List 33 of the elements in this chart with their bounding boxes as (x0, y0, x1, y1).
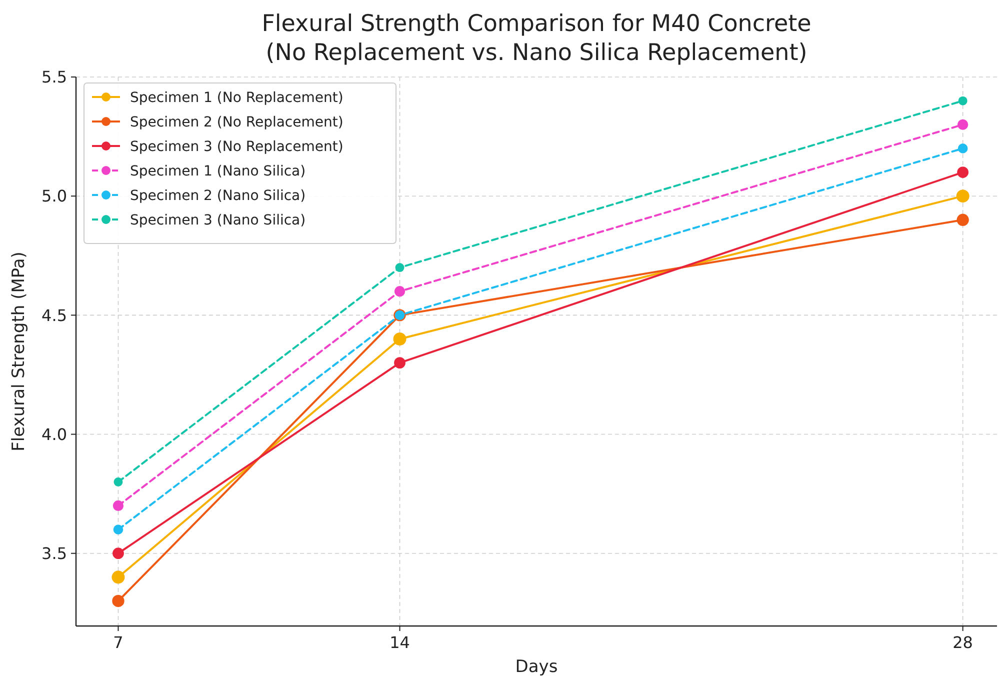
x-axis-title: Days (515, 657, 558, 677)
x-tick-label: 7 (113, 633, 124, 652)
y-axis-title: Flexural Strength (MPa) (9, 252, 29, 452)
point (394, 357, 406, 369)
y-tick-label: 3.5 (42, 544, 67, 563)
point (114, 477, 123, 486)
point (958, 144, 968, 154)
legend-label: Specimen 3 (No Replacement) (130, 138, 344, 155)
x-tick-label: 14 (390, 633, 410, 652)
point (956, 214, 969, 226)
point (956, 190, 970, 203)
legend-label: Specimen 1 (No Replacement) (130, 90, 344, 106)
point (112, 500, 124, 512)
point (112, 570, 125, 584)
legend-label: Specimen 2 (Nano Silica) (130, 188, 306, 204)
x-tick-label: 28 (952, 633, 973, 652)
legend-label: Specimen 3 (Nano Silica) (130, 212, 306, 228)
y-tick-label: 4.0 (42, 424, 67, 444)
chart-title: Flexural Strength Comparison for M40 Concrete (No Replacement vs. Nano Silica Replacement) (262, 11, 812, 66)
legend-label: Specimen 2 (No Replacement) (130, 114, 344, 130)
point (113, 524, 124, 534)
point (112, 548, 124, 560)
point (957, 166, 969, 178)
point (958, 96, 968, 106)
legend-label: Specimen 1 (Nano Silica) (130, 163, 306, 180)
y-tick-label: 5.5 (42, 68, 67, 87)
y-tick-label: 5.0 (42, 186, 67, 206)
point (393, 332, 406, 346)
point (394, 286, 406, 297)
point (112, 594, 124, 608)
point (958, 119, 968, 130)
y-tick-label: 4.5 (42, 306, 67, 325)
point (395, 263, 404, 272)
